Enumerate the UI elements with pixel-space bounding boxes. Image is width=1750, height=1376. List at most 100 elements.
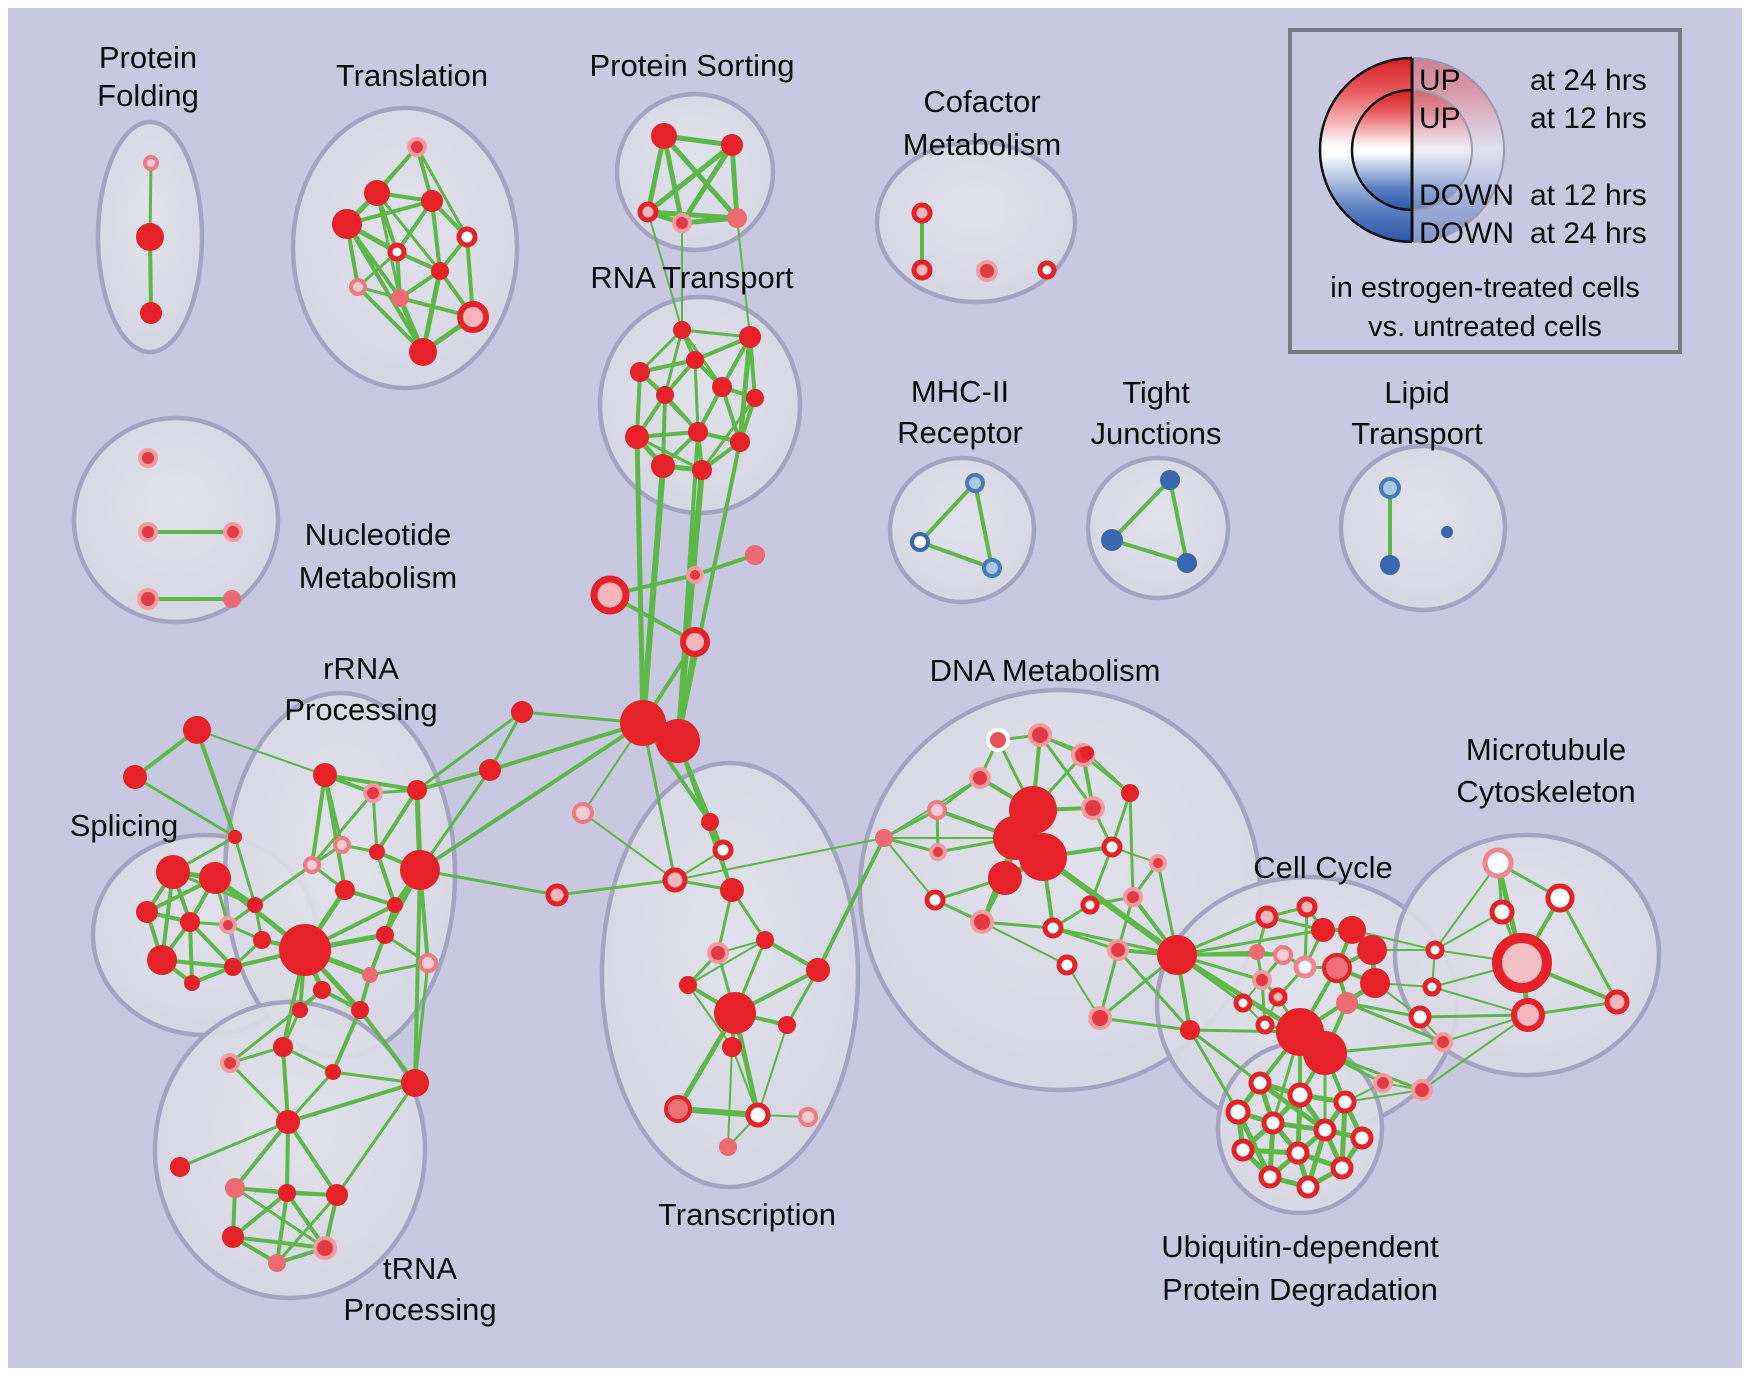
node-hb2 [656,719,700,763]
node-t12 [664,1095,692,1123]
node-cc5 [1357,935,1387,965]
node-mt2 [1545,883,1575,913]
edge-cc18-ub1 [1188,1028,1262,1085]
node-t7 [679,976,697,994]
node-br4 [545,883,569,907]
node-nm5 [223,590,241,608]
node-lp1 [1379,477,1401,499]
node-cf3 [976,260,998,282]
edge-bg1-cc16 [1174,952,1303,1035]
node-lp2 [1380,555,1400,575]
node-rr2 [363,783,383,803]
cluster-label-rrna-processing: Processing [284,692,437,727]
edge-mh1-mh2 [918,481,977,544]
edge-in2-in3 [693,553,757,577]
edge-ps1-ps5 [661,133,740,221]
node-mt6 [1604,989,1630,1015]
node-mt4 [1492,933,1552,993]
node-rt12 [692,460,712,480]
node-t6 [707,942,729,964]
edge-ps5-rt2 [736,217,751,338]
edge-tn4-tn5 [231,1235,327,1250]
node-rt8 [625,425,649,449]
edge-dm21-cc18 [1098,1016,1192,1032]
edge-rt1-rt2 [680,328,752,339]
edge-spc-sp10 [233,835,257,907]
edge-rr15-rr18 [331,1008,362,1074]
edge-rr3-rr6 [375,788,419,854]
edge-mh1-mh3 [973,481,994,570]
node-dm23 [1056,954,1078,976]
node-rt2 [739,326,761,348]
cluster-label-transcription: Transcription [658,1197,836,1232]
node-dm12 [988,861,1022,895]
node-rr3 [407,780,427,800]
edge-tnh-rr16 [228,1061,290,1124]
edge-tj2-tj3 [1110,538,1189,565]
edge-ps3-rt1 [647,211,683,331]
node-rt9 [688,422,708,442]
node-tj3 [1177,553,1197,573]
node-br2 [479,759,501,781]
cluster-label-lipid-transport: Transport [1351,416,1483,451]
legend-caption-line2: vs. untreated cells [1368,311,1602,343]
node-rr16 [220,1053,240,1073]
edge-mb6-ub3 [1344,1089,1423,1103]
node-nm3 [223,522,243,542]
edge-xb1-dm8 [882,836,940,854]
edge-rr5-sp5 [226,863,314,927]
legend-down-12-label: DOWN [1419,179,1514,212]
node-dm14 [924,889,946,911]
edge-br2-rr3 [415,768,492,792]
cluster-ellipse-lipid-transport [1338,443,1508,613]
node-ub10 [1330,1156,1354,1180]
node-ub4 [1225,1099,1251,1125]
edge-tn3-rr19 [335,1081,417,1197]
edge-bg1-cc3 [1175,928,1325,957]
node-mh2 [910,532,930,552]
edge-rr19-rr12 [413,961,430,1085]
node-tn1 [225,1178,245,1198]
legend-up-24-time: at 24 hrs [1530,64,1647,97]
node-cc11 [1252,970,1272,990]
node-ub5 [1261,1111,1285,1135]
node-rr7 [400,850,440,890]
node-ub11 [1258,1165,1282,1189]
node-spt2 [123,765,147,789]
edge-tj1-tj3 [1168,478,1189,565]
edge-ps1-ps4 [661,133,685,226]
edge-ub1-ub6 [1257,1080,1328,1133]
node-pf1 [143,155,159,171]
node-cf4 [1037,260,1057,280]
cluster-label-rrna-processing: rRNA [323,651,399,686]
node-sp9 [253,931,271,949]
node-mb5 [1373,1073,1393,1093]
node-tnh [276,1110,300,1134]
node-rr8 [335,880,355,900]
node-dm11 [1019,833,1067,881]
cluster-label-splicing: Splicing [70,808,179,843]
edge-hb1-t3 [641,721,677,882]
edge-spt1-rr1 [196,729,326,776]
edge-tnh-tni [178,1120,290,1169]
node-cc12 [1268,987,1288,1007]
edge-spt2-spc [133,775,237,839]
node-cc15 [1255,1015,1275,1035]
node-dm20 [1080,746,1094,760]
edge-rr6-rr9 [375,850,397,907]
edge-spt1-spc [195,728,237,839]
node-rr11 [376,926,394,944]
edge-rr1-rr3 [323,773,419,792]
edge-cc18-ub4 [1188,1028,1240,1114]
cluster-label-rna-transport: RNA Transport [590,260,794,295]
edge-br3-t3 [582,812,676,881]
edge-rr1-rr8 [323,773,347,892]
node-nm1 [138,448,158,468]
cluster-label-dna-metabolism: DNA Metabolism [930,653,1161,688]
node-dm17 [1080,895,1100,915]
node-pf2 [136,223,164,251]
node-rt6 [656,386,674,404]
cluster-label-trna-processing: tRNA [383,1251,457,1286]
